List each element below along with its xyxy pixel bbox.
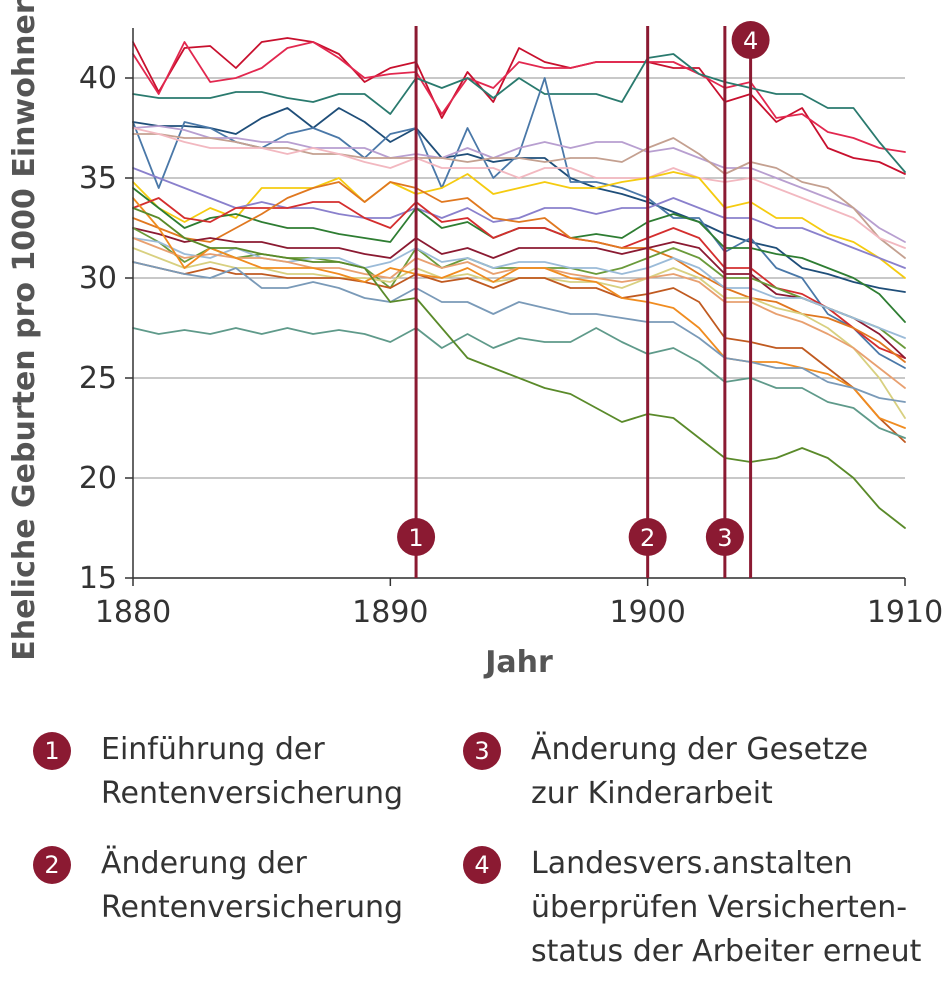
series-line <box>132 167 906 269</box>
legend-text-3: Änderung der Gesetze zur Kinderarbeit <box>531 728 868 816</box>
y-tick-label: 15 <box>79 561 117 596</box>
event-badge <box>705 518 744 556</box>
legend-text-4: Landesvers.anstalten überprüfen Versiche… <box>531 842 921 974</box>
series-line <box>132 237 906 339</box>
legend-text-1: Einführung der Rentenversicherung <box>101 728 403 816</box>
y-axis-title: Eheliche Geburten pro 1000 Einwohner <box>7 0 42 661</box>
event-badge-label: 3 <box>717 524 732 552</box>
axes: 15 20 25 30 35 40 1880 1890 1900 1910 <box>79 28 943 630</box>
x-tick-label: 1890 <box>352 595 428 630</box>
legend-badge-2: 2 <box>33 846 71 884</box>
legend-line: Änderung der <box>101 846 307 881</box>
series-line <box>132 107 906 293</box>
legend-item-1: 1 Einführung der Rentenversicherung <box>33 728 403 816</box>
series-line <box>132 197 906 429</box>
x-tick-label: 1910 <box>867 595 943 630</box>
line-chart: 15 20 25 30 35 40 1880 1890 1900 1910 1 2 3 4 Jahr E… <box>7 0 943 680</box>
series-lines <box>132 37 906 529</box>
event-markers: 1 2 3 4 <box>397 21 770 578</box>
series-line <box>132 53 906 173</box>
event-badge <box>628 518 667 556</box>
legend-line: Landesvers.anstalten <box>531 846 853 881</box>
series-line <box>132 181 906 363</box>
legend-line: überprüfen Versicherten- <box>531 890 908 925</box>
legend-item-3: 3 Änderung der Gesetze zur Kinderarbeit <box>463 728 868 816</box>
x-axis-title: Jahr <box>483 645 553 680</box>
series-line <box>132 125 906 243</box>
legend-line: Einführung der <box>101 732 325 767</box>
legend-item-2: 2 Änderung der Rentenversicherung <box>33 842 403 930</box>
series-line <box>132 227 906 359</box>
series-line <box>132 261 906 403</box>
legend-text-2: Änderung der Rentenversicherung <box>101 842 403 930</box>
legend-badge-1: 1 <box>33 732 71 770</box>
legend-line: status der Arbeiter erneut <box>531 934 922 969</box>
legend: 1 Einführung der Rentenversicherung 2 Än… <box>0 700 950 981</box>
series-line <box>132 261 906 443</box>
legend-line: Änderung der Gesetze <box>531 732 869 767</box>
event-badge-label: 1 <box>408 524 423 552</box>
series-line <box>132 127 906 249</box>
y-tick-label: 35 <box>79 161 117 196</box>
x-tick-label: 1880 <box>95 595 171 630</box>
legend-line: Rentenversicherung <box>101 890 404 925</box>
series-line <box>132 37 906 175</box>
series-line <box>132 171 906 279</box>
series-line <box>132 227 906 349</box>
event-badge <box>397 518 436 556</box>
y-tick-label: 40 <box>79 61 117 96</box>
event-badge <box>731 21 770 59</box>
y-tick-label: 20 <box>79 461 117 496</box>
series-line <box>132 77 906 369</box>
legend-badge-3: 3 <box>463 732 501 770</box>
legend-item-4: 4 Landesvers.anstalten überprüfen Versic… <box>463 842 921 974</box>
legend-badge-4: 4 <box>463 846 501 884</box>
y-tick-label: 30 <box>79 261 117 296</box>
legend-line: Rentenversicherung <box>101 776 404 811</box>
event-badge-label: 4 <box>743 27 758 55</box>
legend-line: zur Kinderarbeit <box>531 776 773 811</box>
x-tick-label: 1900 <box>609 595 685 630</box>
event-badge-label: 2 <box>640 524 655 552</box>
series-line <box>132 41 906 153</box>
y-tick-label: 25 <box>79 361 117 396</box>
series-line <box>132 327 906 439</box>
series-line <box>132 207 906 529</box>
